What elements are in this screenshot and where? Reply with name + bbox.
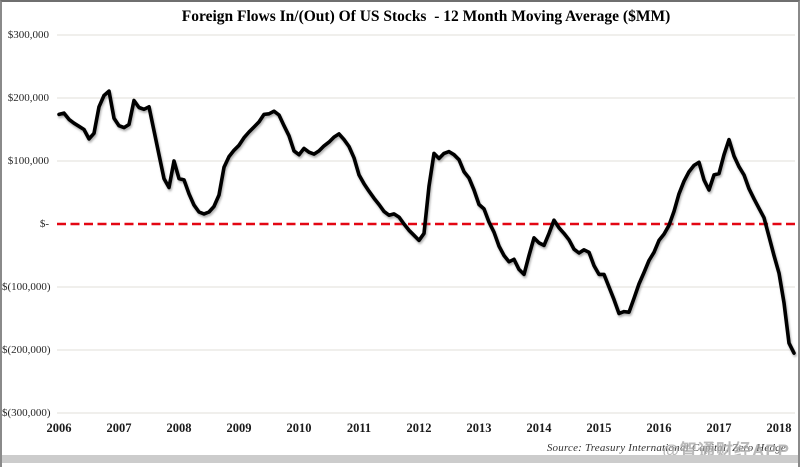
y-axis-label: $300,000 xyxy=(7,28,49,41)
x-axis-label: 2017 xyxy=(706,421,732,435)
x-axis-label: 2010 xyxy=(286,421,312,435)
x-axis-label: 2013 xyxy=(466,421,492,435)
x-axis-label: 2011 xyxy=(346,421,372,435)
x-axis-label: 2012 xyxy=(406,421,432,435)
y-axis-label: $200,000 xyxy=(7,91,49,104)
y-axis-label: $100,000 xyxy=(7,154,49,167)
x-axis-label: 2007 xyxy=(106,421,132,435)
chart-title: Foreign Flows In/(Out) Of US Stocks - 12… xyxy=(181,8,671,25)
x-axis-label: 2009 xyxy=(226,421,252,435)
bottom-bar xyxy=(2,455,798,463)
x-axis-label: 2018 xyxy=(766,421,792,435)
source-attribution: Source: Treasury International Capital, … xyxy=(546,442,786,454)
x-axis-label: 2006 xyxy=(46,421,72,435)
y-axis-label: $- xyxy=(39,217,49,230)
x-axis-label: 2014 xyxy=(526,421,552,435)
y-axis-label: $(100,000) xyxy=(2,280,51,293)
y-axis-label: $(300,000) xyxy=(2,406,51,419)
x-axis-label: 2015 xyxy=(586,421,612,435)
x-axis-label: 2008 xyxy=(166,421,192,435)
y-axis-label: $(200,000) xyxy=(2,343,51,356)
gridlines xyxy=(57,34,795,414)
data-line xyxy=(57,89,796,355)
x-axis-label: 2016 xyxy=(646,421,672,435)
